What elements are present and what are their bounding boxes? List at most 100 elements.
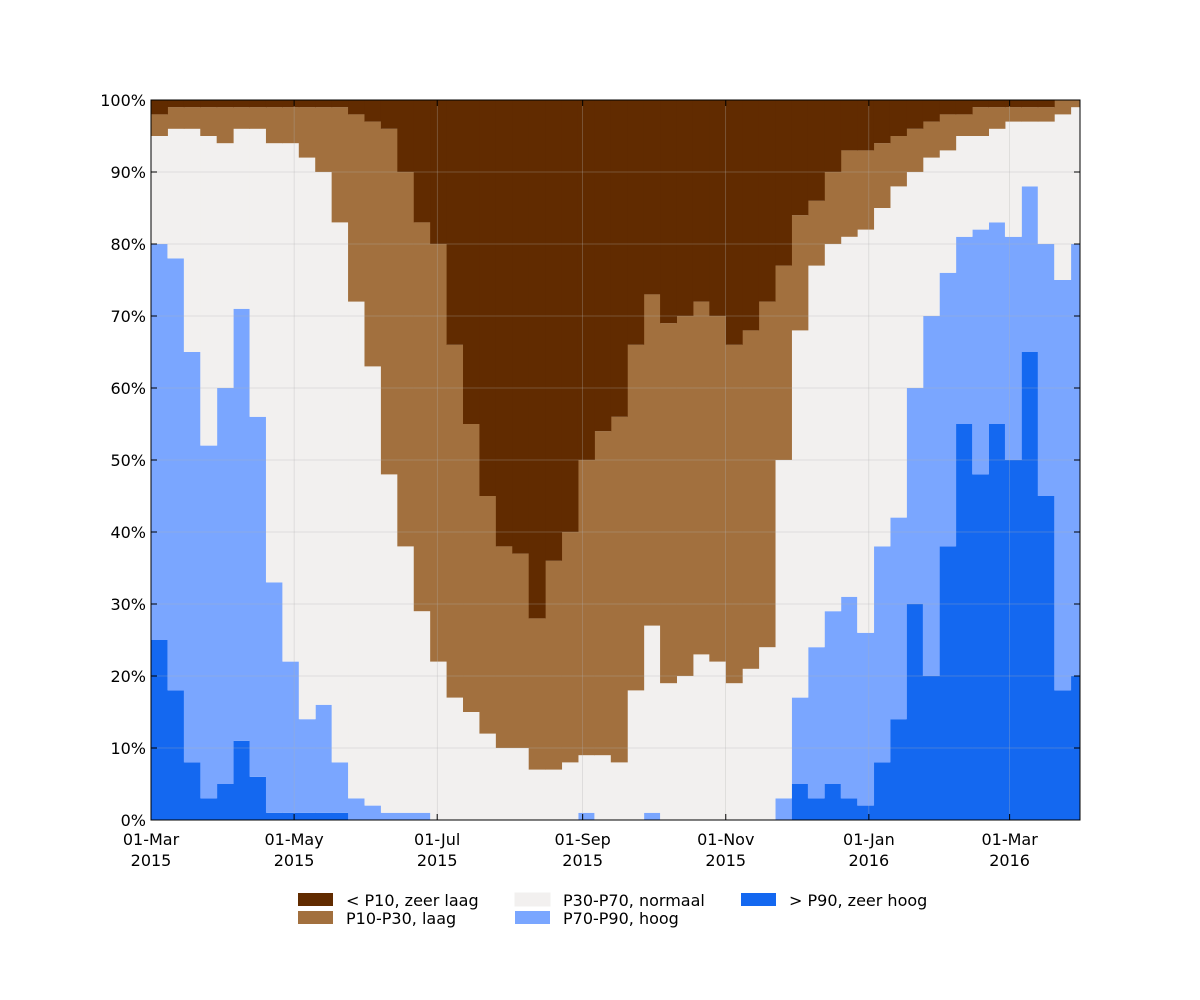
area-segment (939, 546, 957, 820)
area-segment (807, 798, 825, 820)
area-segment (380, 128, 398, 475)
area-segment (594, 100, 612, 432)
area-segment (972, 100, 990, 108)
area-segment (331, 100, 349, 108)
area-segment (955, 100, 973, 115)
area-segment (315, 172, 333, 705)
area-segment (512, 748, 530, 820)
x-tick-label: 01-Mar 2015 (123, 830, 180, 870)
area-segment (380, 474, 398, 813)
area-segment (1037, 107, 1055, 122)
area-segment (298, 100, 316, 108)
area-segment (857, 229, 875, 633)
area-segment (627, 344, 645, 691)
area-segment (922, 157, 940, 316)
area-segment (282, 100, 300, 108)
area-segment (857, 150, 875, 230)
area-segment (939, 100, 957, 115)
area-segment (889, 719, 907, 820)
y-tick-label: 30% (110, 595, 146, 614)
area-segment (725, 683, 743, 820)
area-segment (397, 100, 415, 172)
area-segment (692, 301, 710, 655)
area-segment (545, 100, 563, 561)
area-segment (446, 697, 464, 820)
y-tick-label: 60% (110, 379, 146, 398)
area-segment (413, 222, 431, 612)
area-segment (463, 712, 480, 820)
area-segment (265, 582, 283, 813)
area-segment (1021, 186, 1039, 352)
area-segment (167, 107, 185, 129)
area-segment (889, 517, 907, 720)
y-tick-label: 50% (110, 451, 146, 470)
area-segment (479, 496, 497, 734)
legend-label: > P90, zeer hoog (789, 891, 927, 910)
area-segment (775, 265, 792, 460)
area-segment (955, 424, 973, 820)
area-segment (660, 683, 677, 820)
area-segment (807, 647, 825, 799)
area-segment (627, 690, 645, 820)
area-segment (282, 107, 300, 144)
area-segment (413, 100, 431, 223)
area-segment (889, 136, 907, 187)
area-segment (1021, 121, 1039, 187)
area-segment (972, 107, 990, 136)
area-segment (742, 330, 760, 669)
area-segment (183, 352, 201, 763)
area-segment (183, 128, 201, 352)
area-segment (298, 107, 316, 158)
area-segment (824, 784, 842, 820)
area-segment (216, 107, 234, 144)
area-segment (380, 812, 398, 820)
area-segment (725, 344, 743, 684)
area-segment (577, 100, 595, 460)
area-segment (200, 445, 218, 799)
area-segment (1037, 244, 1055, 496)
area-segment (216, 388, 234, 784)
area-segment (627, 100, 645, 345)
area-segment (528, 618, 546, 770)
area-segment (528, 769, 546, 820)
area-segment (939, 114, 957, 151)
area-segment (988, 107, 1006, 129)
area-segment (397, 812, 415, 820)
area-segment (249, 128, 267, 417)
area-segment (972, 474, 990, 820)
area-segment (1037, 121, 1055, 244)
area-segment (1054, 690, 1072, 820)
area-segment (167, 128, 185, 259)
area-segment (265, 100, 283, 108)
area-segment (512, 100, 530, 554)
area-segment (331, 222, 349, 763)
area-segment (988, 424, 1006, 820)
area-segment (758, 647, 776, 820)
legend-label: P30-P70, normaal (563, 891, 705, 910)
area-segment (233, 107, 251, 129)
area-segment (939, 150, 957, 273)
area-segment (676, 316, 694, 676)
area-segment (413, 812, 431, 820)
area-segment (430, 661, 448, 820)
area-segment (906, 128, 924, 172)
area-segment (791, 784, 809, 820)
area-segment (200, 136, 218, 446)
area-segment (298, 812, 316, 820)
area-segment (709, 316, 727, 662)
area-segment (1004, 236, 1022, 460)
area-segment (167, 258, 185, 691)
area-segment (216, 784, 234, 820)
area-segment (577, 755, 595, 813)
area-segment (495, 100, 513, 547)
area-segment (758, 301, 776, 648)
y-tick-label: 20% (110, 667, 146, 686)
area-segment (692, 654, 710, 820)
area-segment (282, 143, 300, 662)
area-segment (397, 172, 415, 547)
area-segment (151, 100, 168, 115)
area-segment (282, 812, 300, 820)
area-segment (577, 812, 595, 820)
area-segment (249, 100, 267, 108)
area-segment (1021, 352, 1039, 820)
